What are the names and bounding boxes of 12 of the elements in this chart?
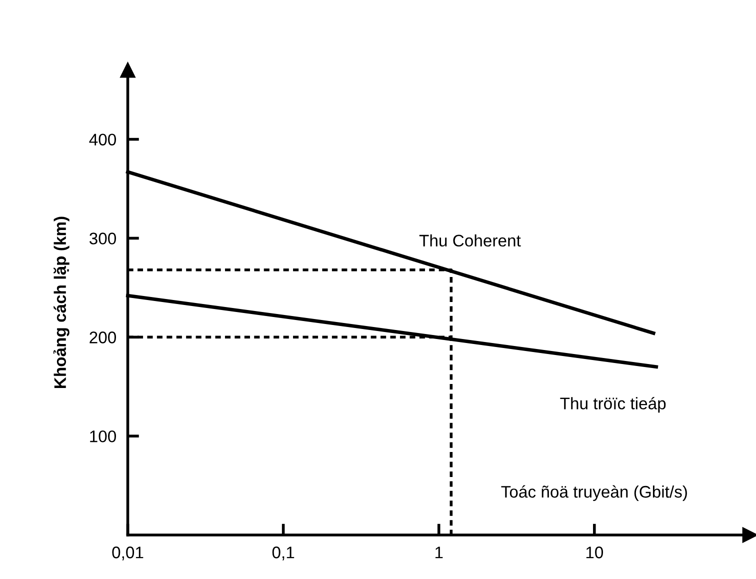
x-tick-label: 0,1 bbox=[272, 546, 294, 560]
y-tick-label: 100 bbox=[90, 430, 116, 442]
y-axis-title: Khoảng cách lặp (km) bbox=[53, 216, 70, 388]
series-label: Thu tröïc tieáp bbox=[560, 396, 666, 413]
x-tick-label: 1 bbox=[435, 546, 443, 558]
x-axis-title: Toác ñoä truyeàn (Gbit/s) bbox=[501, 485, 687, 502]
x-tick-label: 0,01 bbox=[112, 546, 144, 560]
y-tick-label: 300 bbox=[89, 232, 116, 244]
y-tick-label: 400 bbox=[89, 134, 116, 146]
series-label: Thu Coherent bbox=[419, 234, 521, 247]
x-tick-label: 10 bbox=[586, 546, 604, 558]
y-tick-label: 200 bbox=[90, 332, 116, 344]
